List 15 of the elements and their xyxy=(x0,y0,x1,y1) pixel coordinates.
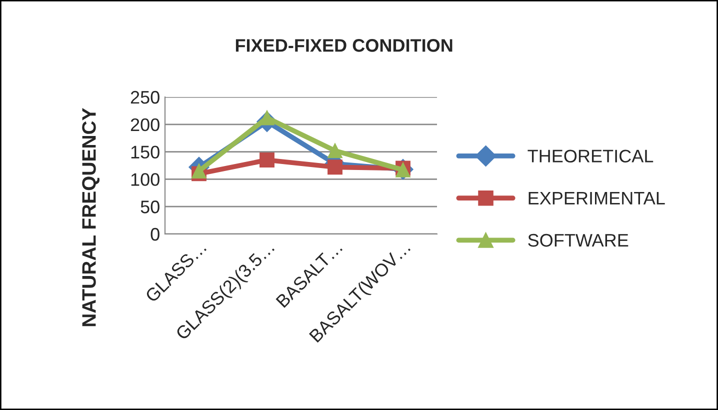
legend-label: THEORETICAL xyxy=(528,150,654,162)
point xyxy=(192,164,206,178)
y-tick-label: 250 xyxy=(130,90,160,104)
legend-label: SOFTWARE xyxy=(528,234,628,247)
y-tick-label: 50 xyxy=(140,200,160,214)
point xyxy=(260,152,274,168)
y-tick-label: 0 xyxy=(150,228,160,241)
chart-title: FIXED-FIXED CONDITION xyxy=(236,39,452,52)
point xyxy=(328,143,342,158)
legend-label: EXPERIMENTAL xyxy=(528,192,665,204)
y-tick-label: 150 xyxy=(131,146,160,159)
point xyxy=(328,160,342,175)
y-tick-label: 100 xyxy=(131,173,160,186)
y-tick-label: 200 xyxy=(130,118,160,132)
y-axis-title: NATURAL FREQUENCY xyxy=(82,108,100,326)
